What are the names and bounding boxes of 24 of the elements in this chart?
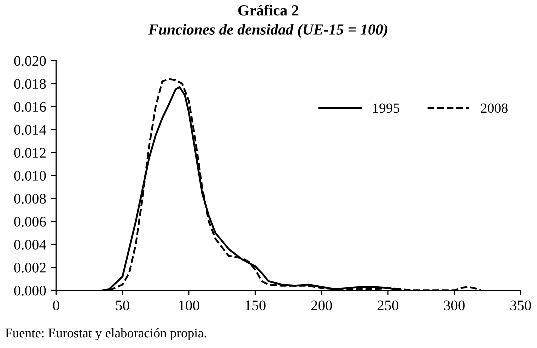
y-tick-label: 0.014 (14, 125, 46, 136)
y-tick-label: 0.008 (14, 194, 46, 204)
legend-label: 1995 (374, 104, 400, 114)
x-tick-label: 0 (53, 300, 60, 311)
y-tick-label: 0.012 (14, 148, 46, 158)
x-tick-label: 100 (179, 300, 200, 311)
y-tick-label: 0.000 (14, 286, 46, 296)
y-tick-label: 0.010 (14, 171, 46, 182)
x-tick-label: 250 (378, 300, 399, 311)
x-tick-label: 50 (116, 300, 130, 311)
y-tick-label: 0.004 (14, 240, 46, 250)
source-note: Fuente: Eurostat y elaboración propia. (6, 328, 206, 340)
x-tick-label: 200 (312, 300, 332, 311)
y-tick-label: 0.018 (14, 79, 46, 90)
y-tick-label: 0.016 (14, 102, 46, 112)
y-tick-label: 0.006 (14, 217, 46, 227)
chart-subtitle: Funciones de densidad (UE-15 = 100) (148, 24, 388, 38)
x-tick-label: 300 (444, 300, 465, 311)
chart-title: Gráfica 2 (238, 4, 299, 16)
y-tick-label: 0.002 (14, 262, 46, 273)
y-tick-label: 0.020 (14, 56, 46, 66)
x-tick-label: 150 (246, 300, 266, 311)
legend-label: 2008 (481, 104, 508, 114)
x-tick-label: 350 (510, 300, 532, 311)
